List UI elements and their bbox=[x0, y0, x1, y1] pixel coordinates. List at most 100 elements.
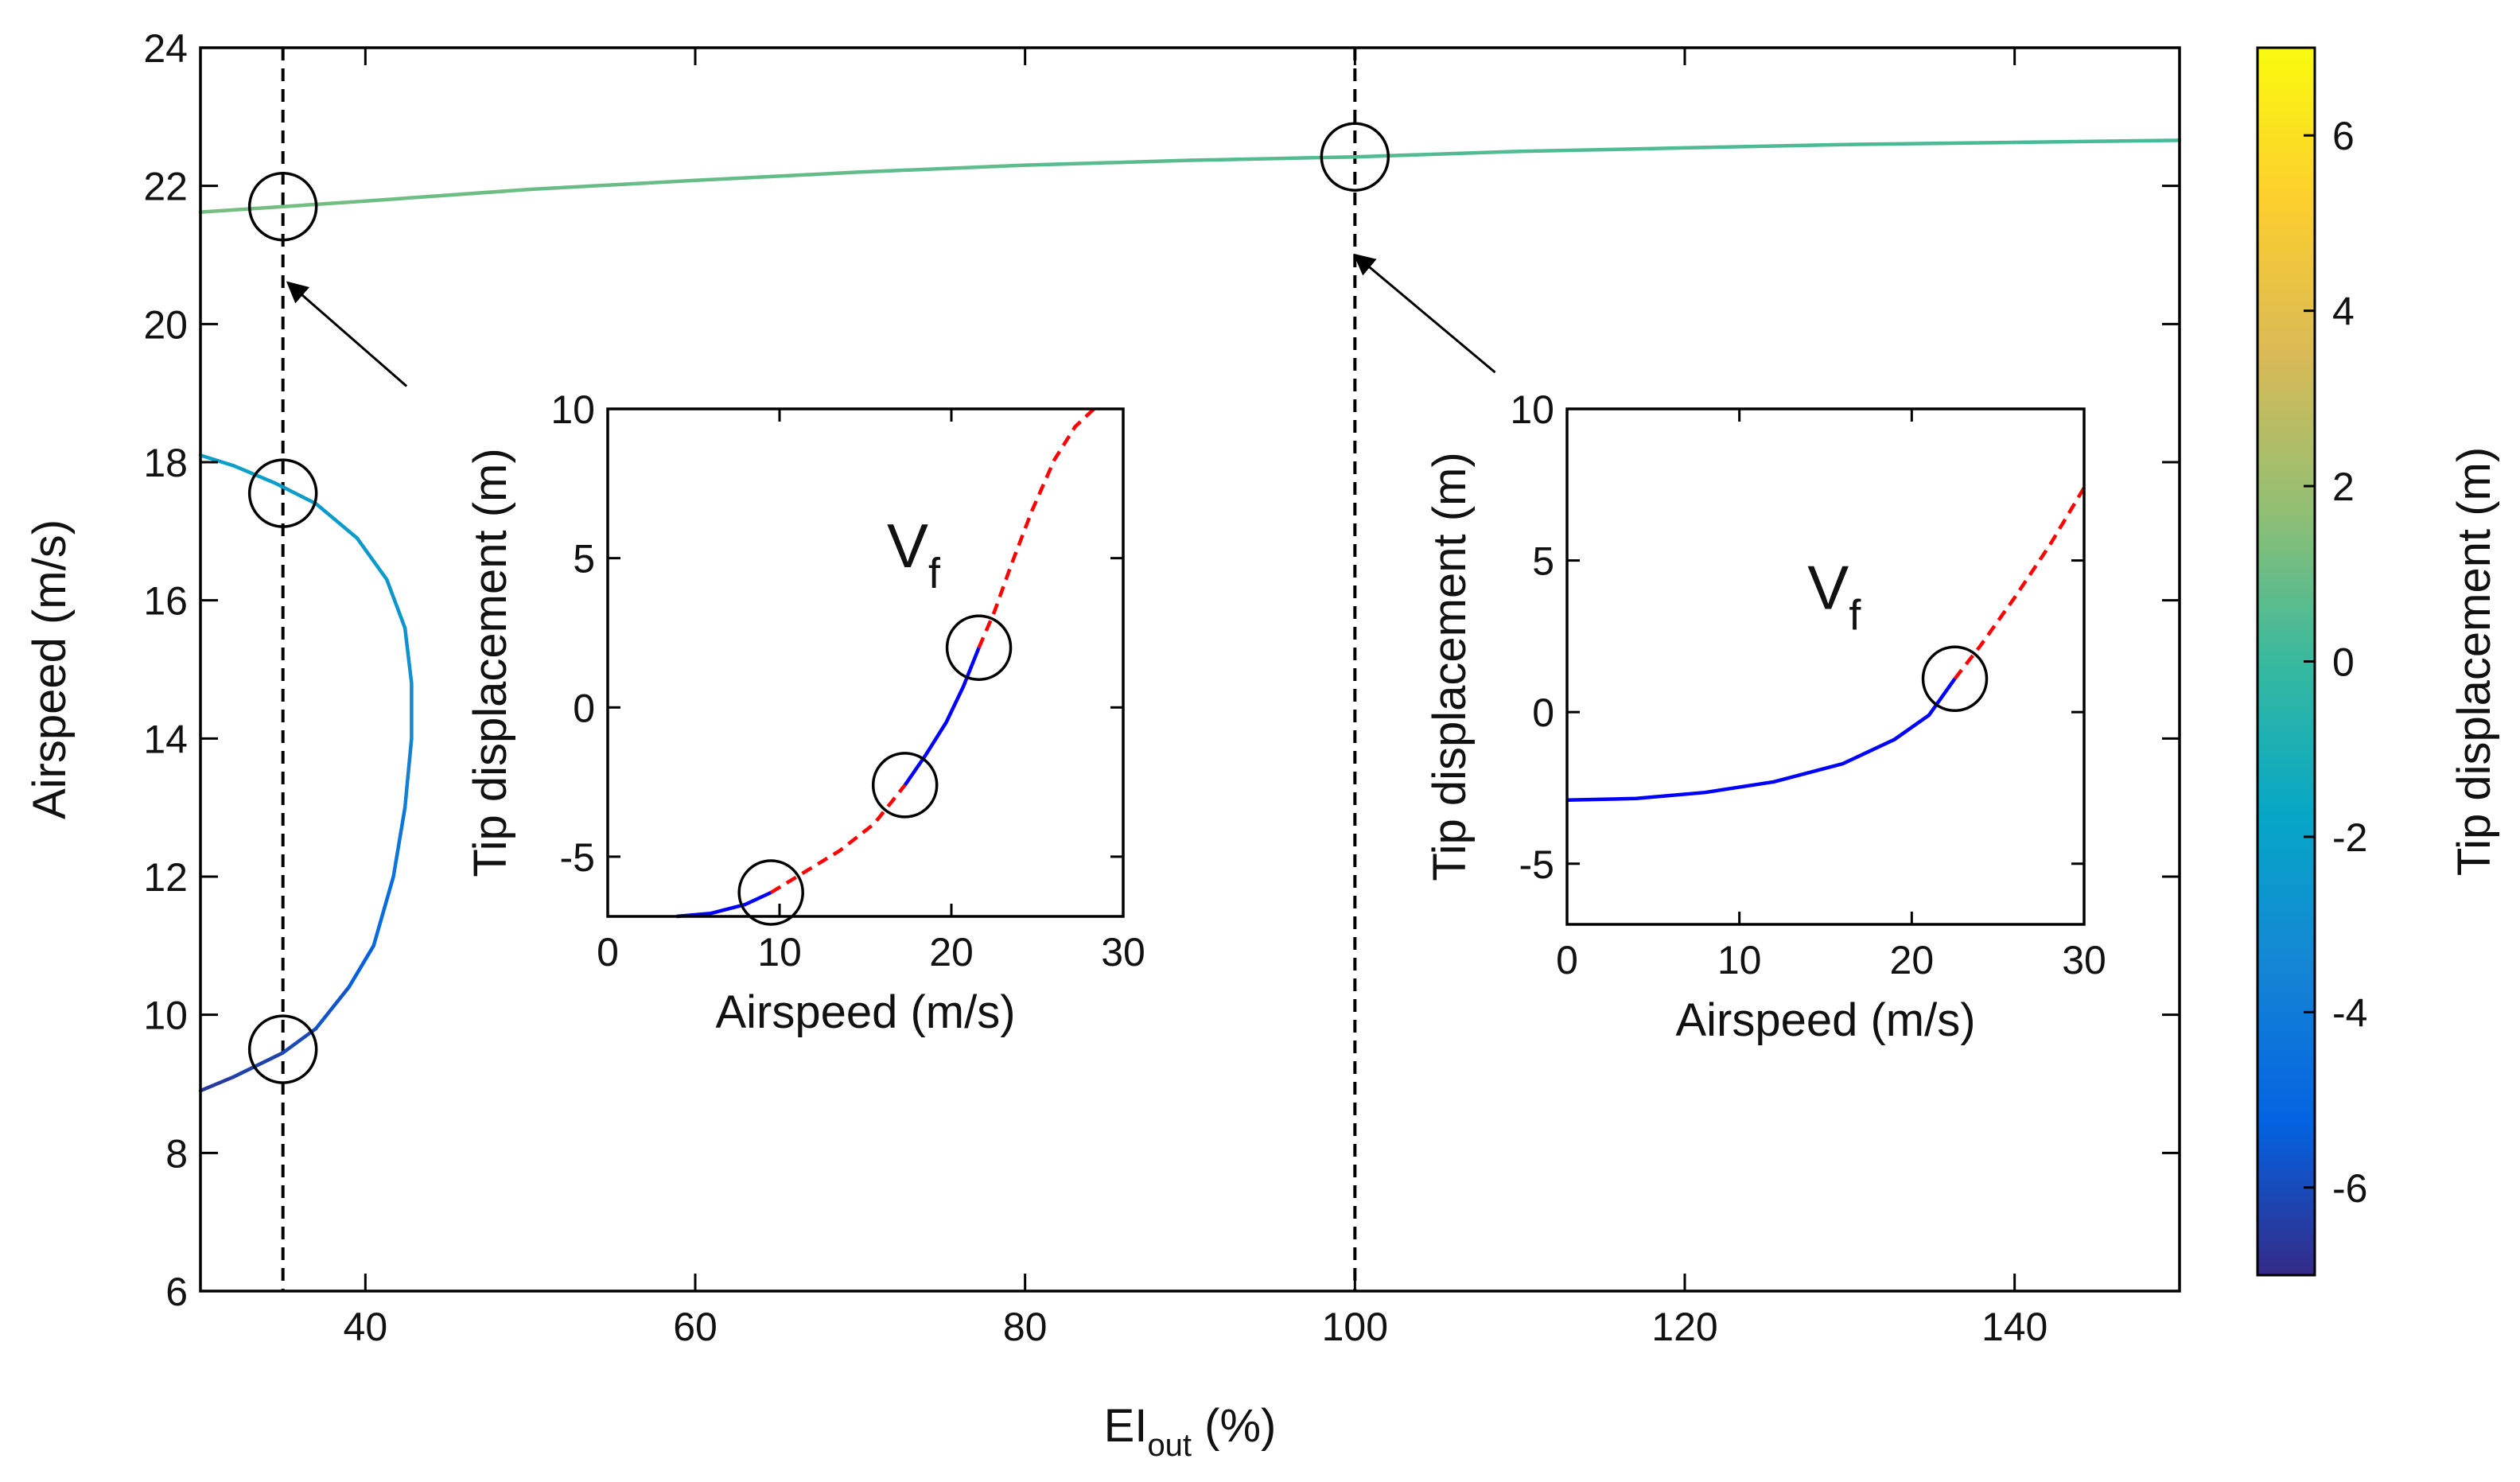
series-1-segment bbox=[2012, 138, 2182, 145]
inset-xtick-label: 10 bbox=[757, 930, 802, 974]
series-1-segment bbox=[1848, 140, 2016, 146]
marker-circle bbox=[247, 1014, 318, 1084]
series-2-segment bbox=[313, 501, 360, 540]
inset-xtick-label: 0 bbox=[597, 930, 619, 974]
vf-annotation-text: V bbox=[1807, 553, 1849, 623]
series-2-segment bbox=[198, 453, 235, 468]
main-xtick-label: 80 bbox=[1003, 1305, 1048, 1349]
colorbar-tick-label: 6 bbox=[2332, 114, 2355, 158]
vf-annotation-sub: f bbox=[1849, 592, 1861, 640]
colorbar-label: Tip displacement (m) bbox=[2448, 447, 2500, 876]
series-1-segment bbox=[364, 187, 532, 204]
series-2-segment bbox=[391, 805, 407, 879]
unstable-branch-line bbox=[977, 407, 1095, 649]
vf-annotation: Vf bbox=[1807, 553, 1861, 640]
main-ytick-label: 22 bbox=[143, 165, 188, 209]
inset-xtick-label: 10 bbox=[1717, 938, 1762, 982]
inset-xtick-label: 30 bbox=[2062, 938, 2106, 982]
series-2-segment bbox=[402, 626, 414, 686]
inset-marker-circle bbox=[1921, 645, 1989, 712]
series-2-segment bbox=[402, 737, 414, 810]
stable-branch-line bbox=[903, 647, 981, 787]
colorbar-tick-label: -2 bbox=[2332, 815, 2367, 860]
series-2-segment bbox=[347, 943, 375, 990]
main-ytick-label: 8 bbox=[165, 1131, 188, 1176]
inset-ytick-label: 0 bbox=[1532, 690, 1554, 735]
inset-ylabel: Tip displacement (m) bbox=[465, 448, 516, 877]
main-xtick-label: 60 bbox=[673, 1305, 718, 1349]
main-xtick-label: 140 bbox=[1981, 1305, 2048, 1349]
series-2-segment bbox=[385, 578, 407, 630]
inset-area bbox=[608, 409, 1123, 916]
main-ytick-label: 20 bbox=[143, 302, 188, 347]
inset-xlabel: Airspeed (m/s) bbox=[1675, 994, 1975, 1046]
colorbar-tick-label: 2 bbox=[2332, 465, 2355, 509]
inset-ytick-label: 10 bbox=[1510, 387, 1554, 432]
main-ytick-label: 16 bbox=[143, 579, 188, 624]
series-1-segment bbox=[1188, 154, 1357, 162]
series-1-segment bbox=[281, 199, 368, 208]
marker-circle bbox=[247, 458, 318, 528]
series-2-segment bbox=[355, 536, 389, 582]
inset-frame bbox=[1565, 407, 2086, 926]
main-ytick-label: 14 bbox=[143, 717, 188, 761]
inset-frame bbox=[606, 407, 1125, 918]
main-ytick-label: 18 bbox=[143, 441, 188, 485]
main-xtick-label: 40 bbox=[344, 1305, 388, 1349]
series-1-segment bbox=[528, 178, 698, 192]
series-1-segment bbox=[693, 170, 862, 182]
main-xlabel-text: EI bbox=[1104, 1400, 1148, 1452]
inset-xlabel: Airspeed (m/s) bbox=[715, 986, 1015, 1038]
inset-ytick-label: 5 bbox=[1532, 539, 1554, 584]
main-xlabel-unit: (%) bbox=[1192, 1400, 1276, 1452]
main-xtick-label: 120 bbox=[1651, 1305, 1717, 1349]
stable-branch-line bbox=[1566, 677, 1957, 802]
inset-marker-circle bbox=[871, 752, 939, 819]
unstable-branch-line bbox=[770, 784, 907, 894]
main-ytick-label: 6 bbox=[165, 1270, 188, 1314]
colorbar-tick-label: -4 bbox=[2332, 990, 2367, 1035]
series-1-segment bbox=[1518, 146, 1687, 154]
main-ylabel: Airspeed (m/s) bbox=[24, 519, 76, 819]
series-1-segment bbox=[1023, 158, 1192, 167]
inset-marker-circle bbox=[737, 859, 804, 926]
marker-circle bbox=[1320, 122, 1390, 192]
stable-branch-line bbox=[676, 890, 772, 919]
inset-marker-circle bbox=[945, 614, 1013, 681]
inset-left-plot: Vf 0 10 20 30 -5 0 5 10 Airspeed (m/s) Tip displac… bbox=[465, 387, 1145, 1038]
series-2-segment bbox=[313, 985, 351, 1031]
series-2-segment bbox=[198, 1075, 235, 1093]
inset-xtick-label: 20 bbox=[1890, 938, 1935, 982]
main-ytick-label: 12 bbox=[143, 855, 188, 900]
main-ytick-label: 10 bbox=[143, 994, 188, 1038]
colorbar-tick-label: 4 bbox=[2332, 290, 2355, 334]
vf-annotation: Vf bbox=[887, 511, 941, 597]
main-xlabel: EIout (%) bbox=[1104, 1400, 1277, 1463]
inset-ylabel: Tip displacement (m) bbox=[1424, 452, 1476, 881]
series-2-segment bbox=[231, 1051, 285, 1079]
main-xlabel-sub: out bbox=[1147, 1428, 1192, 1463]
vf-annotation-sub: f bbox=[928, 550, 941, 597]
series-1-segment bbox=[1353, 150, 1522, 159]
colorbar-tick-label: 0 bbox=[2332, 640, 2355, 685]
main-ytick-label: 24 bbox=[143, 26, 188, 71]
inset-ytick-label: 0 bbox=[573, 686, 595, 730]
inset-ytick-label: 5 bbox=[573, 537, 595, 582]
series-1-segment bbox=[1682, 142, 1852, 150]
colorbar-tick-label: -6 bbox=[2332, 1166, 2367, 1211]
inset-ytick-label: 10 bbox=[550, 387, 595, 432]
unstable-branch-line bbox=[1953, 486, 2086, 680]
arrow bbox=[286, 281, 408, 387]
main-plot-frame bbox=[199, 46, 2181, 1293]
arrow bbox=[1353, 253, 1496, 374]
series-1-segment bbox=[858, 163, 1027, 174]
inset-right-plot: Vf 0 10 20 30 -5 0 5 10 Airspeed (m/s) Tip displac… bbox=[1424, 387, 2106, 1046]
series-1-segment bbox=[198, 204, 285, 214]
inset-area bbox=[1567, 409, 2084, 924]
inset-ytick-label: -5 bbox=[1519, 842, 1554, 887]
colorbar: -6 -4 -2 0 2 4 6 Tip displacement (m) bbox=[2256, 46, 2500, 1277]
main-xtick-label: 100 bbox=[1322, 1305, 1388, 1349]
inset-xtick-label: 20 bbox=[929, 930, 974, 974]
series-2-segment bbox=[273, 480, 318, 506]
